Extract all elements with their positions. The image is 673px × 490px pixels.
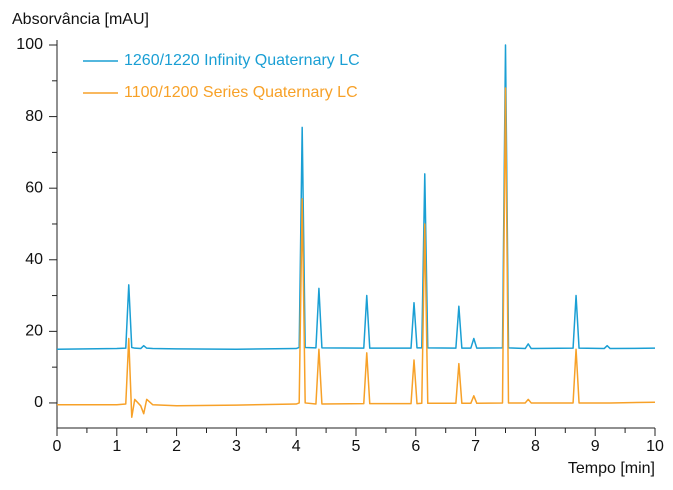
x-tick-label: 0 — [53, 438, 62, 455]
x-tick-label: 8 — [531, 438, 540, 455]
x-tick-label: 10 — [646, 438, 664, 455]
x-tick-label: 6 — [411, 438, 420, 455]
x-tick-label: 9 — [591, 438, 600, 455]
series-line — [56, 44, 656, 350]
x-tick-label: 5 — [352, 438, 361, 455]
x-tick-label: 7 — [471, 438, 480, 455]
x-tick-label: 2 — [172, 438, 181, 455]
y-tick-label: 40 — [25, 251, 43, 268]
y-tick-label: 80 — [25, 108, 43, 125]
x-tick-label: 1 — [112, 438, 121, 455]
series-line — [57, 87, 656, 419]
legend-label: 1260/1220 Infinity Quaternary LC — [124, 52, 360, 69]
y-tick-label: 0 — [34, 394, 43, 411]
x-axis-title: Tempo [min] — [568, 460, 655, 477]
x-tick-label: 4 — [292, 438, 301, 455]
legend-label: 1100/1200 Series Quaternary LC — [124, 84, 358, 101]
x-tick-label: 3 — [232, 438, 241, 455]
y-tick-label: 100 — [16, 36, 43, 53]
y-tick-label: 20 — [25, 323, 43, 340]
y-tick-label: 60 — [25, 179, 43, 196]
y-axis-title: Absorvância [mAU] — [12, 11, 149, 28]
